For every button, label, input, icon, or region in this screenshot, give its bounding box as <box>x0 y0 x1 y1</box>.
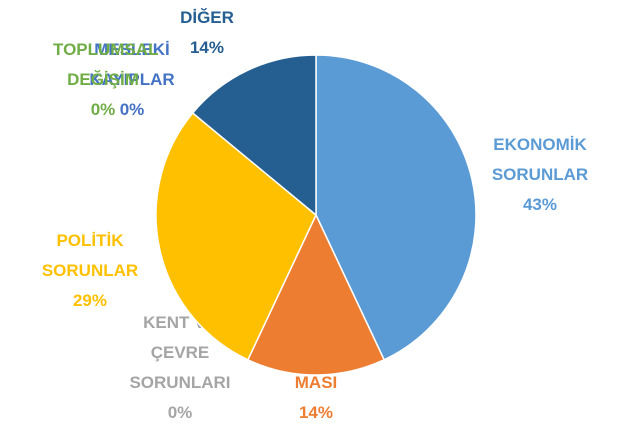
value-number: 14 <box>189 38 209 57</box>
category-label: KENT VE ÇEVRE SORUNLARI <box>129 313 231 392</box>
data-label: TOPLUMSAL DEĞİŞİM 0% <box>53 35 159 125</box>
value-number: 29 <box>72 291 92 310</box>
value-label: 0% <box>53 95 153 125</box>
value-number: 43 <box>522 195 542 214</box>
value-label: 43% <box>480 190 600 220</box>
category-label: POLİTİK SORUNLAR <box>41 231 139 280</box>
category-label: DİĞER <box>180 8 234 27</box>
percent-sign: % <box>317 403 334 422</box>
data-label: KENT VE ÇEVRE SORUNLARI 0% <box>124 308 236 427</box>
value-label: 14% <box>241 398 391 427</box>
data-label: POLİTİK SORUNLAR 29% <box>30 226 150 316</box>
data-label: EKONOMİK SORUNLAR 43% <box>480 130 600 220</box>
pie-slice <box>191 54 317 217</box>
value-label: 0% <box>124 398 236 427</box>
value-number: 0 <box>167 403 178 422</box>
pie-slice <box>155 111 317 361</box>
percent-sign: % <box>177 403 193 422</box>
value-label: 29% <box>30 286 150 316</box>
value-number: 14 <box>298 403 318 422</box>
pie-slice <box>246 213 386 376</box>
percent-sign: % <box>208 38 225 57</box>
value-label: 14% <box>167 33 247 63</box>
percent-sign: % <box>100 100 116 119</box>
percent-sign: % <box>541 195 558 214</box>
category-label: MESLEKİ KAYIPLAR <box>89 40 175 89</box>
percent-sign: % <box>91 291 108 310</box>
data-label: DİĞER 14% <box>167 3 247 63</box>
data-label: MESLEKİ KAYIPLAR 0% <box>82 35 182 125</box>
category-label: TOPLUMSAL DEĞİŞİM <box>53 40 159 89</box>
value-number: 0 <box>90 100 101 119</box>
pie-slice <box>315 54 477 361</box>
category-label: EKONOMİK SORUNLAR <box>491 135 589 184</box>
percent-sign: % <box>129 100 145 119</box>
value-number: 0 <box>119 100 130 119</box>
value-label: 0% <box>82 95 182 125</box>
